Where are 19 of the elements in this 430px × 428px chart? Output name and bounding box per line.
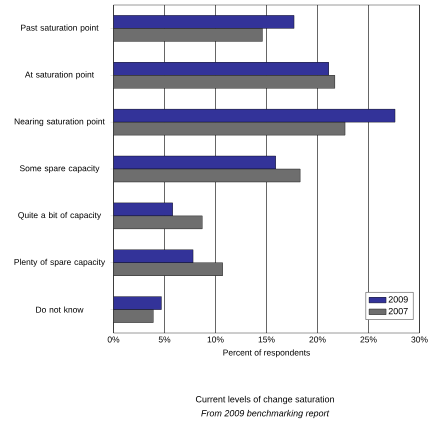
y-tick-label: Past saturation point [21, 24, 98, 32]
text: Current levels of change saturation [196, 396, 334, 404]
y-tick-label: Quite a bit of capacity [18, 212, 102, 220]
x-tick-label: 20% [309, 336, 326, 343]
x-axis-title: Percent of respondents [223, 349, 310, 358]
legend-label: 2009 [388, 296, 408, 303]
x-tick-label: 15% [258, 336, 275, 342]
text: From 2009 benchmarking report [201, 410, 330, 418]
x-tick-label: 5% [158, 336, 170, 342]
y-tick-label: At saturation point [24, 71, 94, 80]
x-tick-label: 10% [208, 336, 224, 343]
y-tick-label: Nearing saturation point [14, 118, 105, 126]
x-tick-label: 0% [108, 336, 120, 343]
y-tick-label: Some spare capacity [20, 165, 100, 173]
x-tick-label: 30% [411, 336, 428, 343]
y-tick-label: Do not know [36, 306, 84, 313]
y-tick-label: Plenty of spare capacity [14, 258, 106, 267]
x-tick-label: 25% [360, 336, 377, 343]
legend-label: 2007 [388, 308, 408, 314]
